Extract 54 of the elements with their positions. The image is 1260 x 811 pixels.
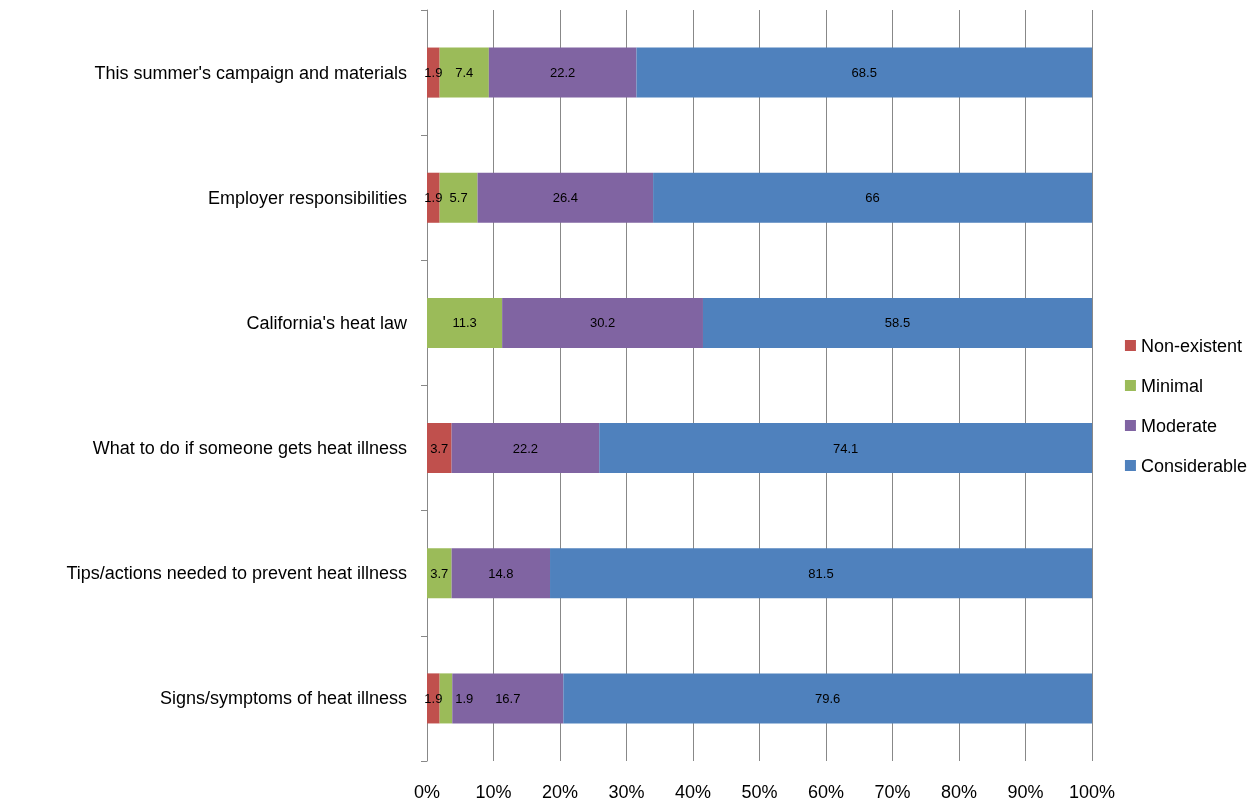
bar (502, 297, 703, 348)
data-label: 16.7 (495, 690, 521, 706)
x-tick-label: 80% (940, 782, 978, 802)
data-label: 14.8 (488, 565, 514, 581)
bar (653, 172, 1092, 223)
legend-label: Minimal (1140, 375, 1203, 396)
data-label: 30.2 (589, 315, 616, 331)
bar (636, 47, 1092, 98)
bar (427, 297, 503, 348)
bar (452, 673, 564, 724)
data-label: 26.4 (552, 190, 578, 206)
legend-label: Non-existent (1140, 335, 1242, 356)
bar (488, 47, 637, 98)
legend-label: Considerable (1140, 455, 1248, 476)
bar (563, 673, 1092, 724)
legend-label: Moderate (1140, 415, 1217, 436)
bar (427, 423, 452, 474)
x-tick-label: 10% (475, 782, 512, 802)
bar (599, 423, 1092, 474)
y-tick-label: This summer's campaign and materials (94, 62, 407, 83)
bar (427, 548, 452, 599)
bar (451, 548, 551, 599)
bar (451, 423, 600, 474)
data-label: 3.7 (430, 440, 449, 456)
x-tick-label: 100% (1068, 782, 1116, 802)
x-tick-label: 20% (541, 782, 579, 802)
data-label: 79.6 (815, 690, 841, 706)
data-label: 74.1 (832, 440, 859, 456)
data-label: 22.2 (550, 65, 576, 81)
data-label: 22.2 (512, 440, 539, 456)
x-tick-label: 60% (807, 782, 845, 802)
x-tick-label: 70% (874, 782, 911, 802)
data-label: 1.9 (455, 690, 474, 706)
bar (550, 548, 1092, 599)
y-tick-label: Tips/actions needed to prevent heat illness (66, 563, 407, 584)
y-tick-label: Signs/symptoms of heat illness (159, 688, 407, 709)
x-tick-label: 0% (413, 782, 441, 802)
data-label: 5.7 (449, 190, 468, 206)
data-label: 81.5 (808, 565, 834, 581)
y-tick-label: California's heat law (246, 312, 408, 333)
bar (477, 172, 654, 223)
data-label: 68.5 (851, 65, 877, 81)
data-label: 66 (865, 190, 880, 206)
y-tick-label: What to do if someone gets heat illness (92, 438, 407, 459)
y-tick-label: Employer responsibilities (207, 187, 407, 208)
x-tick-label: 30% (608, 782, 645, 802)
bar (702, 297, 1092, 348)
data-label: 11.3 (452, 315, 477, 331)
data-label: 3.7 (430, 565, 449, 581)
data-label: 7.4 (455, 65, 474, 81)
x-tick-label: 90% (1007, 782, 1044, 802)
x-tick-label: 50% (741, 782, 778, 802)
data-label: 58.5 (884, 315, 911, 331)
x-tick-label: 40% (674, 782, 712, 802)
